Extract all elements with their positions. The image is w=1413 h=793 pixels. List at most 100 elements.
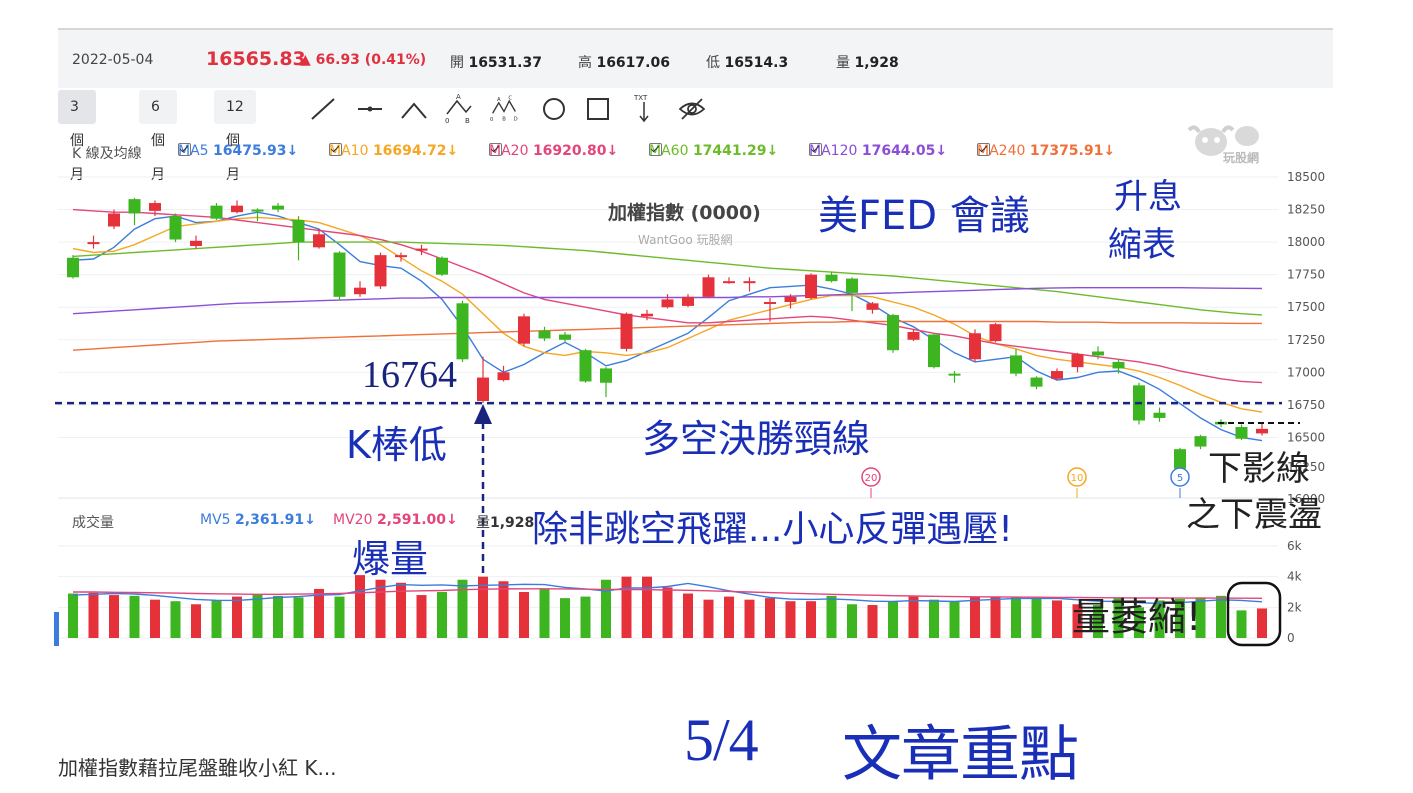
article-headline-link[interactable]: 加權指數藉拉尾盤雖收小紅 K... xyxy=(58,756,337,780)
volume-bar xyxy=(1052,600,1062,638)
abcd-glyph-a: A xyxy=(497,97,501,103)
ma120-value: 17644.05↓ xyxy=(861,143,948,159)
ma120-toggle[interactable]: MA120 17644.05↓ xyxy=(809,143,947,159)
candle-body xyxy=(1092,351,1104,356)
price-tick-label: 16750 xyxy=(1287,398,1325,412)
open-label: 開 xyxy=(450,55,464,71)
ma60-checkbox-icon[interactable] xyxy=(649,143,662,156)
rectangle-tool-icon[interactable] xyxy=(584,96,612,122)
candle-body xyxy=(67,257,79,278)
chart-overlay: 20 10 5 xyxy=(54,401,1300,647)
price-tick-label: 16500 xyxy=(1287,430,1325,444)
volume-bar xyxy=(1236,610,1247,638)
volume-bar xyxy=(970,596,980,638)
circle-tool-icon[interactable] xyxy=(540,96,568,122)
candle-body xyxy=(887,315,899,351)
ma5-toggle[interactable]: MA5 16475.93↓ xyxy=(178,143,298,159)
ma-marker-label: 20 xyxy=(865,473,878,484)
volume-bar xyxy=(560,598,570,638)
amount-value: 1,928 xyxy=(490,515,535,531)
volume-bar xyxy=(478,576,488,638)
candle-body xyxy=(846,278,858,293)
candle-body xyxy=(436,257,448,275)
ma240-line xyxy=(72,320,1262,351)
volume-bar xyxy=(519,592,529,638)
candle-body xyxy=(518,316,530,344)
volume-tick-label: 6k xyxy=(1287,539,1302,553)
volume-bar xyxy=(1031,598,1042,638)
horizontal-line-tool-icon[interactable] xyxy=(356,96,384,122)
candle-body xyxy=(1112,361,1125,369)
volume-bar xyxy=(908,596,919,638)
candle-body xyxy=(538,330,551,339)
text-tool-icon[interactable]: TXT xyxy=(630,92,658,124)
volume-bar xyxy=(662,587,673,638)
candle-body xyxy=(702,277,715,297)
volume-bar xyxy=(150,599,160,638)
ma120-checkbox-icon[interactable] xyxy=(809,143,822,156)
annotation-lower-shadow: 下影線 xyxy=(1208,449,1310,489)
ma240-checkbox-icon[interactable] xyxy=(977,143,990,156)
arrow-head-icon xyxy=(474,404,492,424)
candle-body xyxy=(1030,377,1043,387)
volume-bar xyxy=(437,592,447,638)
price-tick-label: 18250 xyxy=(1287,203,1325,217)
ma20-toggle[interactable]: MA20 16920.80↓ xyxy=(489,143,618,159)
wantgoo-logo: 玩股網 xyxy=(1185,122,1265,166)
volume-bar xyxy=(1011,597,1021,638)
quote-bar: 2022-05-04 16565.83 ▲ 66.93 (0.41%) 開 16… xyxy=(58,28,1333,88)
volume-bar xyxy=(621,576,632,638)
volume-bar xyxy=(375,579,386,638)
volume-bar xyxy=(416,595,427,638)
annotation-volume-burst: 爆量 xyxy=(352,537,429,581)
volume-bar xyxy=(1175,598,1185,638)
volume-ma-lines xyxy=(72,582,1263,605)
open-value: 16531.37 xyxy=(468,55,542,71)
ma-marker-icon xyxy=(1067,467,1087,487)
ma10-value: 16694.72↓ xyxy=(372,143,459,159)
high-value: 16617.06 xyxy=(596,55,670,71)
candle-body xyxy=(805,274,817,299)
abc-glyph-0: 0 xyxy=(445,117,449,124)
ma5-checkbox-icon[interactable] xyxy=(178,143,191,156)
ma60-toggle[interactable]: MA60 17441.29↓ xyxy=(649,143,778,159)
volume-bar xyxy=(724,596,734,638)
ma-marker-icon xyxy=(861,467,881,487)
hide-eye-icon[interactable] xyxy=(678,96,706,122)
wedge-tool-icon[interactable] xyxy=(400,96,428,122)
ma10-checkbox-icon[interactable] xyxy=(329,143,342,156)
ma240-toggle[interactable]: MA240 17375.91↓ xyxy=(977,143,1115,159)
price-axis: 16500 16750 17000 17250 17500 17750 18000 18250… xyxy=(1287,170,1325,506)
candle-body xyxy=(723,281,735,284)
candle-body xyxy=(108,213,120,227)
abc-pattern-icon[interactable]: 0 A B xyxy=(444,92,472,124)
price-tick-label: 16000 xyxy=(1287,492,1325,506)
volume-label: 量 xyxy=(836,55,850,71)
period-6m-button[interactable]: 6 個月 xyxy=(139,90,177,183)
candle-body xyxy=(292,219,305,243)
low-label: 低 xyxy=(706,55,720,71)
abc-glyph-a: A xyxy=(456,93,461,101)
annotation-consolidation: 之下震盪 xyxy=(1186,495,1322,535)
candle-body xyxy=(1194,436,1207,447)
period-12m-button[interactable]: 12 個月 xyxy=(214,90,256,183)
line-tool-icon[interactable] xyxy=(309,96,337,122)
volume-bar xyxy=(580,596,591,638)
candle-body xyxy=(169,216,182,240)
legend-title: K 線及均線 xyxy=(72,146,142,162)
ma10-toggle[interactable]: MA10 16694.72↓ xyxy=(329,143,458,159)
abcd-pattern-icon[interactable]: 0 A B C D xyxy=(490,92,518,124)
volume-tick-label: 2k xyxy=(1287,600,1302,614)
mv5-label: MV5 xyxy=(200,512,231,528)
candle-body xyxy=(600,368,612,383)
volume-bar xyxy=(293,597,304,638)
volume-bar xyxy=(273,595,283,638)
candle-body xyxy=(907,331,920,340)
candle-body xyxy=(272,205,284,210)
volume-tick-label: 0 xyxy=(1287,631,1295,645)
period-3m-button[interactable]: 3 個月 xyxy=(58,90,96,183)
ma20-checkbox-icon[interactable] xyxy=(489,143,502,156)
volume-bar xyxy=(252,594,263,638)
volume-title: 成交量 xyxy=(72,515,114,531)
